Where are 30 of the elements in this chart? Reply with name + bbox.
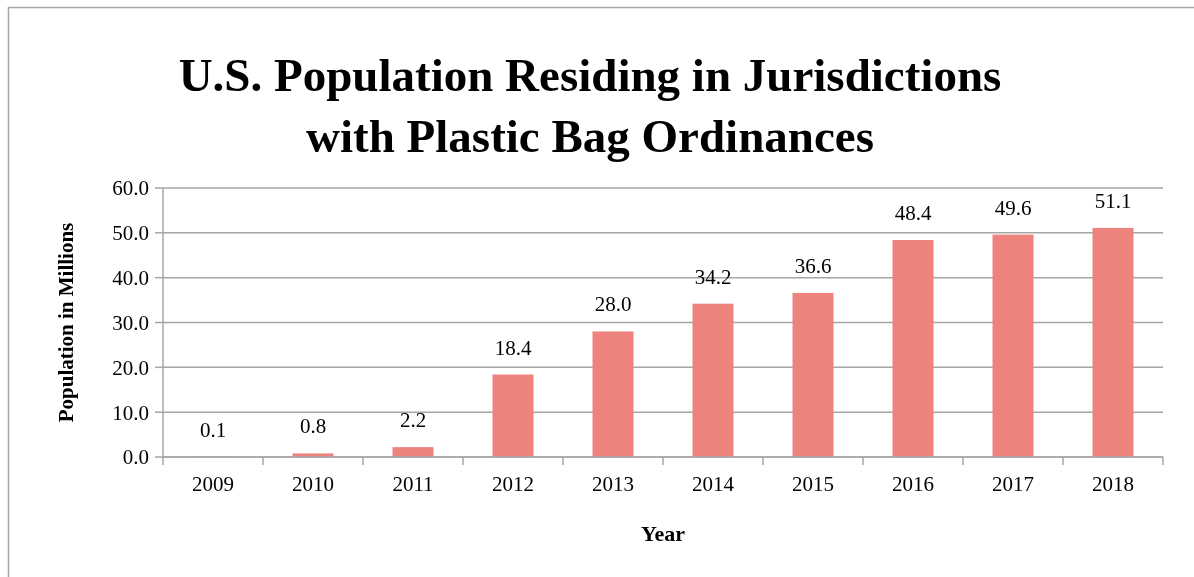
data-label: 28.0 bbox=[594, 292, 632, 317]
y-tick-label: 50.0 bbox=[112, 221, 149, 246]
x-tick-label: 2015 bbox=[792, 472, 834, 496]
data-label: 36.6 bbox=[794, 253, 832, 278]
x-tick-label: 2014 bbox=[692, 472, 735, 496]
x-tick-label: 2011 bbox=[392, 472, 434, 496]
data-label: 2.2 bbox=[399, 408, 427, 433]
data-label: 0.1 bbox=[199, 417, 227, 442]
chart-title: U.S. Population Residing in Jurisdictions with Plastic Bag Ordinances bbox=[178, 49, 1002, 162]
y-tick-label: 0.0 bbox=[122, 445, 149, 470]
x-tick-label: 2016 bbox=[892, 472, 934, 496]
y-axis-title: Population in Millions bbox=[54, 222, 78, 423]
data-label: 51.1 bbox=[1094, 188, 1132, 213]
data-label: 18.4 bbox=[494, 335, 532, 360]
data-label: 0.8 bbox=[299, 414, 327, 439]
x-tick-label: 2013 bbox=[592, 472, 634, 496]
x-axis-title: Year bbox=[641, 521, 686, 546]
y-tick-label: 40.0 bbox=[112, 266, 149, 291]
data-label: 49.6 bbox=[994, 195, 1032, 220]
y-tick-label: 60.0 bbox=[112, 176, 149, 201]
x-tick-label: 2017 bbox=[992, 472, 1034, 496]
y-tick-label: 30.0 bbox=[112, 310, 149, 335]
x-tick-label: 2009 bbox=[192, 472, 234, 496]
y-tick-label: 20.0 bbox=[112, 355, 149, 380]
y-tick-label: 10.0 bbox=[112, 400, 149, 425]
data-label: 48.4 bbox=[894, 201, 932, 226]
x-tick-label: 2018 bbox=[1092, 472, 1134, 496]
data-label: 34.2 bbox=[694, 264, 732, 289]
x-tick-label: 2012 bbox=[492, 472, 534, 496]
x-tick-label: 2010 bbox=[292, 472, 334, 496]
